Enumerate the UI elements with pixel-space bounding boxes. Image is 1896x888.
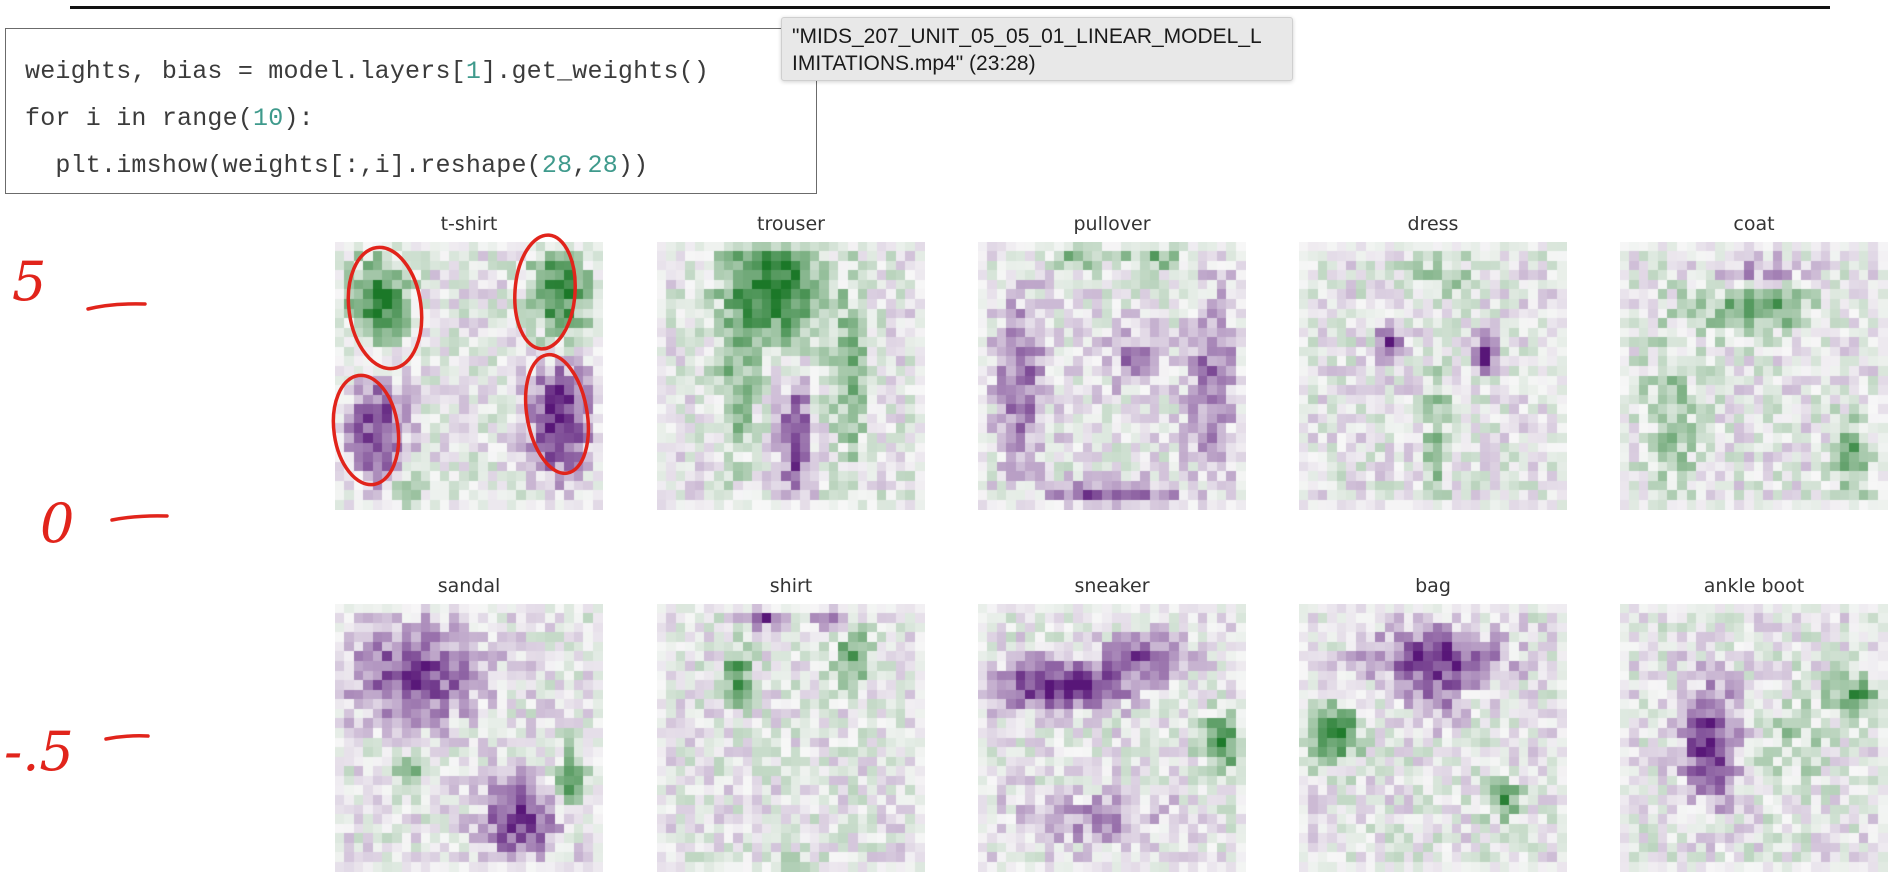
panel-title: ankle boot [1703,575,1805,597]
weight-map-image [1620,604,1888,872]
weight-panel: trouser [657,212,925,510]
weight-panel: pullover [978,212,1246,510]
top-divider [70,6,1830,9]
weight-map-image [978,604,1246,872]
annotation-dash [104,734,150,741]
code-token: ): [283,104,314,133]
panel-title: coat [1733,213,1775,235]
weight-map-image [978,242,1246,510]
code-number-token: 28 [587,151,618,180]
weight-panel: bag [1299,574,1567,872]
code-token: for i in range( [25,104,254,133]
code-line: for i in range(10): [25,104,314,133]
code-line: weights, bias = model.layers[1].get_weig… [25,57,709,86]
code-token: )) [617,151,649,180]
panel-title: dress [1407,213,1459,235]
weight-map-image [1299,604,1567,872]
code-token: weights, bias = model.layers[ [25,57,466,86]
code-token: , [572,151,588,180]
weight-panel: dress [1299,212,1567,510]
panel-title: t-shirt [440,213,498,235]
tooltip-line-2: IMITATIONS.mp4" (23:28) [792,52,1036,75]
weight-panel: t-shirt [335,212,603,510]
annotation-dash [110,514,169,522]
annotation-dash [86,302,147,311]
tooltip-line-1: "MIDS_207_UNIT_05_05_01_LINEAR_MODEL_L [792,25,1262,48]
weight-panel: ankle boot [1620,574,1888,872]
code-number-token: 10 [253,104,284,133]
panel-title: shirt [769,575,813,597]
weight-panel: coat [1620,212,1888,510]
panel-title: trouser [757,213,825,235]
weight-map-image [657,242,925,510]
panel-title: sandal [437,575,501,597]
weight-map-image [335,242,603,510]
panel-title: pullover [1073,213,1151,235]
code-number-token: 28 [541,151,573,180]
weight-map-image [1299,242,1567,510]
file-tooltip: "MIDS_207_UNIT_05_05_01_LINEAR_MODEL_L I… [781,17,1293,81]
annotation-label-bottom: -.5 [4,720,74,783]
panel-title: sneaker [1074,575,1150,597]
annotation-label-top: 5 [12,250,46,313]
weight-map-image [657,604,925,872]
code-number-token: 1 [465,57,482,86]
weight-panel: sneaker [978,574,1246,872]
weight-panel: shirt [657,574,925,872]
code-line: plt.imshow(weights[:,i].reshape(28,28)) [25,151,648,180]
code-token: ].get_weights() [481,57,710,86]
weight-map-image [335,604,603,872]
code-token: plt.imshow(weights[:,i].reshape( [25,151,542,180]
weight-map-image [1620,242,1888,510]
weight-panel: sandal [335,574,603,872]
code-cell[interactable]: weights, bias = model.layers[1].get_weig… [5,28,817,194]
annotation-label-middle: 0 [40,492,74,555]
panel-title: bag [1415,575,1451,597]
